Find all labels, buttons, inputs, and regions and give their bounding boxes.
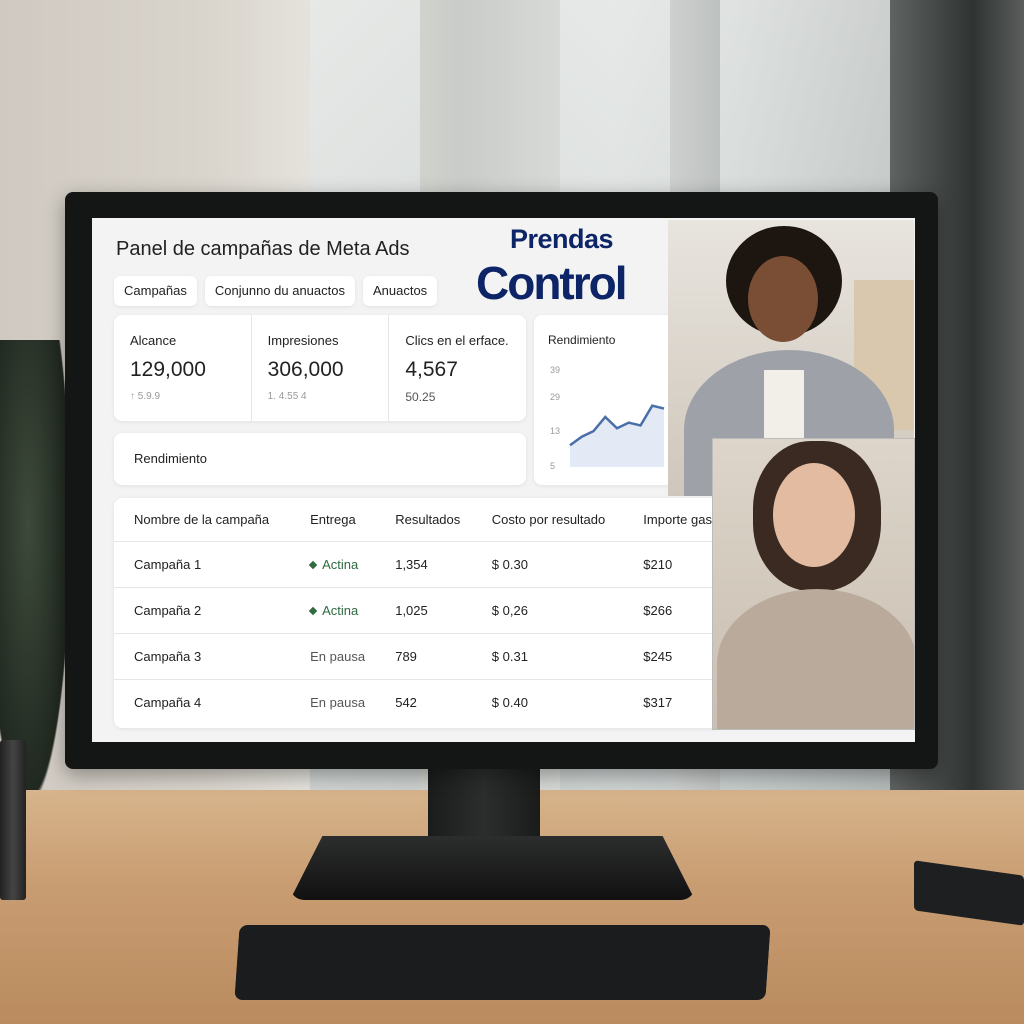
face — [773, 463, 855, 567]
y-tick-label: 39 — [550, 365, 560, 375]
metrics-card: Alcance 129,000 ↑ 5.9.9 Impresiones 306,… — [114, 315, 526, 421]
tab-campaigns[interactable]: Campañas — [114, 276, 197, 306]
page-title: Panel de campañas de Meta Ads — [116, 238, 410, 260]
cost-per-result: $ 0.31 — [471, 632, 624, 679]
performance-chart-card: Rendimiento 39 29 13 5 — [534, 315, 684, 485]
active-icon — [308, 606, 318, 616]
campaign-name[interactable]: Campaña 2 — [114, 586, 291, 633]
keyboard — [234, 925, 771, 1000]
brand-logo: Prendas Control — [476, 224, 628, 309]
delivery-status: Actina — [290, 540, 376, 587]
campaign-name[interactable]: Campaña 4 — [114, 678, 291, 725]
amount-spent: $317 — [623, 678, 724, 725]
col-name[interactable]: Nombre de la campaña — [134, 511, 270, 527]
monitor-stand — [428, 766, 540, 846]
campaign-name[interactable]: Campaña 1 — [114, 540, 291, 587]
y-tick-label: 13 — [550, 426, 560, 436]
video-participant-1[interactable] — [668, 220, 914, 496]
performance-section[interactable]: Rendimiento — [114, 433, 526, 485]
y-tick-label: 5 — [550, 461, 555, 471]
amount-spent: $210 — [623, 540, 724, 587]
metric-impressions: Impresiones 306,000 1. 4.55 4 — [252, 315, 390, 421]
performance-chart: 39 29 13 5 — [550, 365, 665, 471]
cost-per-result: $ 0.40 — [471, 678, 624, 725]
chart-area — [570, 405, 664, 467]
y-tick-label: 29 — [550, 392, 560, 402]
pen-cup — [0, 740, 26, 900]
col-cost[interactable]: Costo por resultado — [491, 511, 606, 527]
col-results[interactable]: Resultados — [395, 511, 461, 527]
tab-bar: Campañas Conjunno du anuactos Anuactos — [114, 276, 438, 306]
delivery-status: Actina — [290, 586, 376, 633]
col-spent[interactable]: Importe gas — [643, 511, 712, 527]
chart-line — [569, 404, 665, 447]
results: 542 — [375, 678, 472, 725]
plant — [0, 340, 70, 800]
amount-spent: $266 — [623, 586, 724, 633]
sweater — [717, 589, 914, 729]
monitor-base — [290, 836, 695, 900]
results: 1,025 — [375, 586, 472, 633]
table-row[interactable]: Campaña 2 Actina 1,025 $ 0,26 $266 — [114, 586, 724, 633]
amount-spent: $245 — [623, 632, 724, 679]
campaign-name[interactable]: Campaña 3 — [114, 632, 291, 679]
face — [748, 256, 818, 342]
table-row[interactable]: Campaña 3 En pausa 789 $ 0.31 $245 — [114, 632, 724, 679]
results: 1,354 — [375, 540, 472, 587]
delivery-status: En pausa — [290, 632, 376, 679]
metric-reach: Alcance 129,000 ↑ 5.9.9 — [114, 315, 252, 421]
metric-clicks: Clics en el erface. 4,567 50.25 — [405, 333, 509, 404]
cost-per-result: $ 0.30 — [471, 540, 624, 587]
campaign-table: Nombre de la campaña Entrega Resultados … — [114, 498, 724, 728]
table-row[interactable]: Campaña 4 En pausa 542 $ 0.40 $317 — [114, 678, 724, 725]
table-row[interactable]: Campaña 1 Actina 1,354 $ 0.30 $210 — [114, 540, 724, 587]
screen: Panel de campañas de Meta Ads Prendas Co… — [92, 218, 915, 742]
chart-title: Rendimiento — [548, 333, 616, 347]
delivery-status: En pausa — [290, 678, 376, 725]
col-delivery[interactable]: Entrega — [310, 511, 356, 527]
active-icon — [308, 560, 318, 570]
blouse — [764, 370, 804, 440]
tab-ad-sets[interactable]: Conjunno du anuactos — [204, 276, 355, 306]
table-header: Nombre de la campaña Entrega Resultados … — [114, 498, 724, 541]
video-participant-2[interactable] — [712, 438, 915, 730]
tab-ads[interactable]: Anuactos — [362, 276, 438, 306]
results: 789 — [375, 632, 472, 679]
cost-per-result: $ 0,26 — [471, 586, 624, 633]
